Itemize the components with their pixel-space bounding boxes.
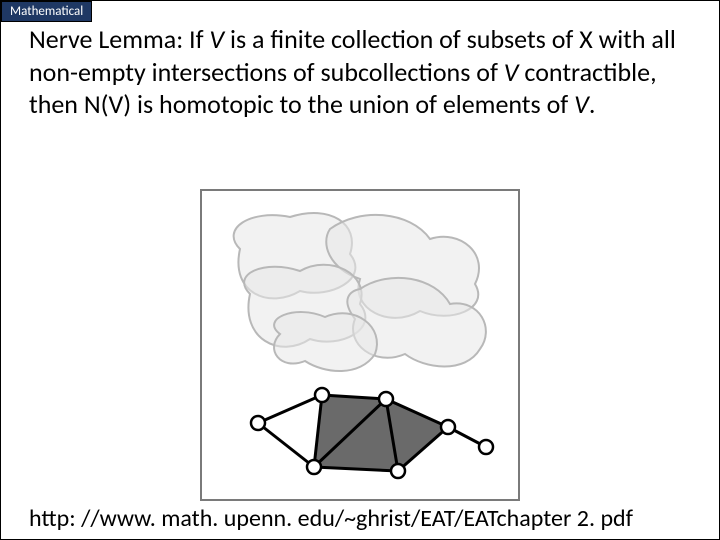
lemma-var-v3: V (574, 88, 589, 120)
lemma-statement: Nerve Lemma: If V is a finite collection… (29, 23, 691, 121)
source-url: http: //www. math. upenn. edu/~ghrist/EA… (29, 504, 633, 533)
lemma-suffix: . (589, 88, 596, 120)
category-badge: Mathematical (1, 1, 92, 22)
url-text: http: //www. math. upenn. edu/~ghrist/EA… (29, 504, 633, 533)
badge-label: Mathematical (10, 4, 83, 19)
lemma-var-v2: V (504, 56, 519, 88)
nerve-diagram-svg (210, 199, 510, 491)
lemma-var-v1: V (209, 23, 224, 55)
lemma-prefix: Nerve Lemma: If (29, 23, 209, 55)
nerve-figure (200, 189, 520, 501)
